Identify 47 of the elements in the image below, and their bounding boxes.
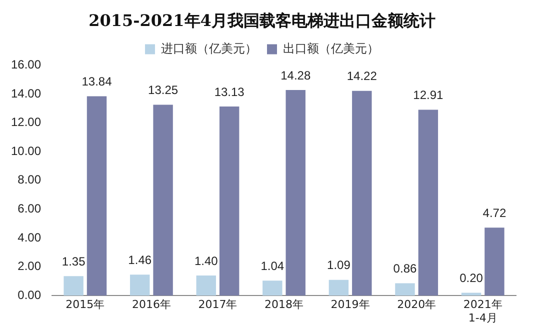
y-tick-label: 0.00	[18, 288, 42, 302]
y-tick-label: 4.00	[18, 230, 42, 244]
bar	[86, 96, 107, 296]
data-label: 1.04	[260, 258, 284, 273]
y-tick-label: 16.00	[11, 58, 42, 72]
y-tick-label: 2.00	[18, 259, 42, 274]
x-tick-label: 2015年	[66, 298, 105, 312]
bar	[219, 106, 240, 296]
y-tick-label: 6.00	[18, 202, 42, 216]
y-tick-label: 10.00	[11, 144, 42, 158]
bar	[418, 110, 438, 296]
y-tick-label: 14.00	[11, 86, 42, 100]
y-tick-label: 8.00	[18, 172, 42, 187]
data-label: 1.46	[128, 252, 152, 267]
bar	[64, 276, 84, 296]
data-label: 1.35	[62, 254, 86, 268]
data-label: 13.13	[214, 84, 245, 99]
x-tick-label: 2018年	[264, 298, 304, 312]
data-label: 0.86	[393, 262, 417, 276]
bar	[461, 292, 482, 296]
bar	[286, 90, 306, 296]
bar	[352, 90, 372, 296]
legend-label: 进口额（亿美元）	[161, 41, 257, 56]
data-label: 14.22	[346, 69, 378, 84]
bar	[130, 274, 150, 296]
x-tick-label: 2019年	[330, 298, 370, 312]
chart-title: 2015-2021年4月我国载客电梯进出口金额统计	[88, 10, 436, 30]
x-tick-label: 2017年	[198, 298, 238, 312]
data-label: 13.25	[148, 83, 178, 98]
data-label: 13.84	[82, 74, 112, 89]
bar	[328, 280, 349, 296]
data-label: 12.91	[413, 88, 444, 102]
bar	[153, 104, 173, 296]
x-tick-label: 2020年	[397, 298, 436, 312]
data-label: 1.09	[327, 258, 351, 272]
bar	[395, 283, 415, 296]
x-tick-label: 2021年 1-4月	[463, 298, 502, 324]
legend-label: 出口额（亿美元）	[283, 41, 379, 56]
bar	[484, 228, 504, 296]
bar	[196, 275, 216, 296]
data-label: 4.72	[482, 206, 506, 220]
bar	[262, 280, 282, 296]
data-label: 14.28	[280, 68, 311, 82]
y-tick-label: 12.00	[11, 115, 42, 130]
data-label: 0.20	[460, 271, 484, 286]
data-label: 1.40	[194, 254, 218, 268]
x-tick-label: 2016年	[132, 298, 171, 312]
